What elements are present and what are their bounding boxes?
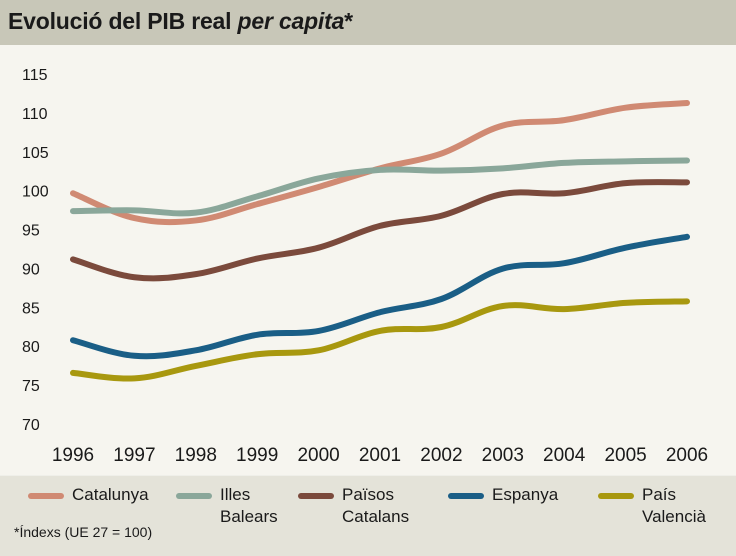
title-bar: Evolució del PIB real per capita* [0, 0, 736, 45]
line-chart: 70 75 80 85 90 95 100 105 110 115 1996 1997 1998 1999… [22, 67, 708, 466]
legend-item-catalunya: Catalunya [28, 484, 149, 506]
y-tick-label: 95 [22, 223, 40, 240]
x-tick-label: 2003 [482, 445, 524, 466]
legend-label: Illes Balears [220, 485, 278, 526]
y-tick-label: 75 [22, 378, 40, 395]
legend-swatch [598, 493, 634, 499]
legend-swatch [176, 493, 212, 499]
legend-item-pais-valencia: País Valencià [598, 484, 706, 528]
y-tick-label: 70 [22, 417, 40, 434]
y-tick-label: 90 [22, 261, 40, 278]
legend: Catalunya Illes Balears Països Catalans … [0, 476, 736, 556]
y-tick-label: 100 [22, 184, 49, 201]
x-tick-label: 2004 [543, 445, 586, 466]
legend-swatch [298, 493, 334, 499]
title-italic: per capita [237, 8, 345, 34]
legend-label: Catalunya [72, 485, 149, 504]
footnote: *Índexs (UE 27 = 100) [14, 524, 153, 540]
y-tick-label: 85 [22, 300, 40, 317]
x-tick-label: 1998 [175, 445, 217, 466]
x-tick-label: 2005 [604, 445, 646, 466]
chart-title: Evolució del PIB real per capita* [8, 8, 353, 35]
legend-item-espanya: Espanya [448, 484, 558, 506]
x-tick-label: 1996 [52, 445, 94, 466]
x-tick-label: 1999 [236, 445, 278, 466]
series-line-pa-sos-catalans [70, 179, 690, 282]
x-tick-label: 2006 [666, 445, 708, 466]
chart-area [0, 45, 736, 475]
title-main: Evolució del PIB real [8, 8, 238, 34]
legend-swatch [448, 493, 484, 499]
y-tick-label: 105 [22, 145, 49, 162]
legend-swatch [28, 493, 64, 499]
x-tick-label: 2002 [420, 445, 462, 466]
y-tick-label: 115 [22, 67, 48, 84]
x-tick-label: 2000 [297, 445, 339, 466]
series-line-espanya [70, 233, 690, 360]
title-suffix: * [344, 8, 353, 34]
y-tick-label: 80 [22, 339, 40, 356]
legend-label: Espanya [492, 485, 559, 504]
legend-label: País Valencià [642, 485, 706, 526]
legend-item-paisos-catalans: Països Catalans [298, 484, 409, 528]
legend-label: Països Catalans [342, 485, 410, 526]
y-tick-label: 110 [22, 106, 48, 123]
x-tick-label: 1997 [113, 445, 155, 466]
x-tick-label: 2001 [359, 445, 401, 466]
legend-item-illes-balears: Illes Balears [176, 484, 278, 528]
